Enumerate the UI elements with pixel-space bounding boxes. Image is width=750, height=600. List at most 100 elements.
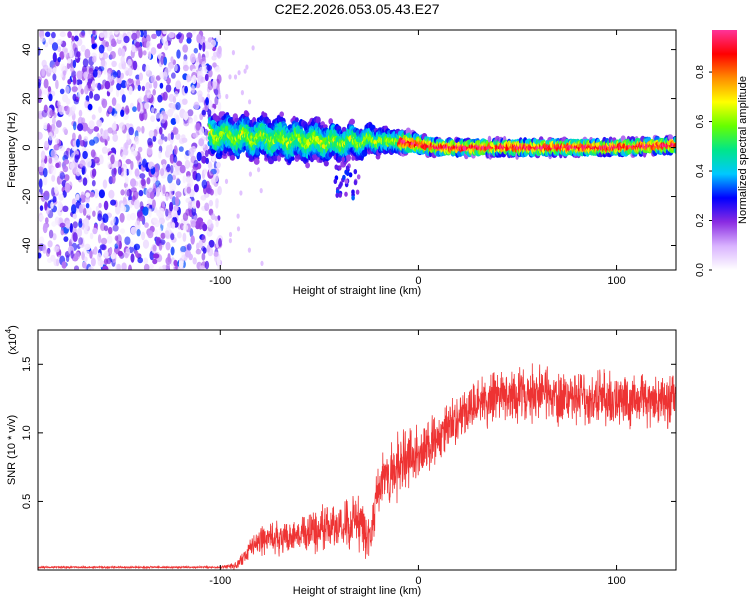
heatmap-cell (98, 66, 105, 72)
heatmap-cell (81, 122, 89, 132)
heatmap-cell (98, 202, 102, 209)
heatmap-cell (107, 127, 114, 134)
heatmap-cell (191, 200, 197, 209)
heatmap-cell (108, 189, 115, 199)
heatmap-cell (131, 44, 136, 53)
heatmap-cell (146, 92, 152, 99)
heatmap-cell (64, 85, 70, 94)
heatmap-cell (38, 87, 42, 97)
heatmap-cell (92, 69, 98, 78)
heatmap-cell (46, 123, 51, 133)
heatmap-cell (55, 258, 60, 267)
heatmap-cell (85, 250, 91, 256)
heatmap-cell (351, 155, 355, 161)
heatmap-cell (84, 85, 89, 95)
heatmap-cell (208, 199, 214, 207)
heatmap-cell (87, 103, 93, 111)
colorbar-gradient (712, 30, 737, 270)
heatmap-cell (132, 190, 139, 200)
heatmap-cell (82, 261, 87, 269)
heatmap-cell (201, 155, 207, 164)
heatmap-cell (102, 52, 109, 60)
heatmap-cell (165, 84, 172, 93)
heatmap-cell (231, 50, 235, 56)
heatmap-cell (214, 66, 221, 73)
heatmap-cell (134, 168, 140, 177)
heatmap-cell (82, 65, 87, 74)
heatmap-cell (176, 33, 181, 40)
heatmap-cell (50, 201, 54, 209)
heatmap-cell (121, 94, 126, 103)
heatmap-cell (120, 72, 124, 79)
heatmap-cell (214, 215, 218, 221)
heatmap-cell (123, 147, 129, 156)
heatmap-cell (247, 247, 251, 253)
heatmap-cell (98, 189, 105, 199)
heatmap-cell (76, 70, 83, 80)
heatmap-cell (228, 238, 232, 244)
heatmap-cell (187, 109, 194, 117)
heatmap-cell (63, 174, 70, 182)
heatmap-cell (120, 228, 125, 235)
heatmap-cell (305, 162, 310, 169)
y-tick-label: 0 (21, 144, 33, 150)
heatmap-cell (240, 90, 244, 96)
heatmap-cell (143, 30, 147, 39)
heatmap-cell (338, 192, 343, 198)
heatmap-cell (80, 88, 84, 95)
heatmap-cell (56, 39, 63, 45)
heatmap-cell (76, 138, 80, 148)
heatmap-cell (195, 57, 200, 63)
figure-title: C2E2.2026.053.05.43.E27 (274, 1, 439, 17)
colorbar-tick-label: 0.6 (695, 114, 706, 128)
heatmap-cell (199, 265, 205, 270)
heatmap-cell (81, 203, 86, 210)
heatmap-cell (148, 130, 155, 138)
heatmap-cell (160, 133, 165, 141)
heatmap-cell (88, 67, 94, 74)
heatmap-cell (152, 253, 160, 259)
heatmap-cell (38, 47, 41, 56)
heatmap-cell (205, 50, 209, 59)
heatmap-cell (262, 112, 268, 118)
heatmap-cell (342, 174, 346, 180)
heatmap-cell (148, 161, 155, 169)
heatmap-cell (257, 167, 261, 173)
heatmap-cell (192, 132, 199, 138)
heatmap-cell (164, 230, 170, 239)
heatmap-cell (218, 93, 222, 100)
heatmap-cell (48, 229, 54, 239)
heatmap-cell (334, 164, 339, 170)
heatmap-cell (85, 158, 92, 168)
heatmap-cell (56, 100, 61, 107)
heatmap-cell (135, 41, 141, 48)
heatmap-cell (116, 263, 121, 270)
heatmap-cell (112, 224, 119, 232)
heatmap-cell (169, 182, 175, 192)
heatmap-cell (181, 98, 188, 105)
heatmap-cell (91, 35, 95, 45)
heatmap-cell (43, 167, 48, 178)
heatmap-cell (130, 226, 137, 235)
heatmap-cell (62, 190, 67, 198)
heatmap-cell (62, 165, 69, 173)
heatmap-cell (93, 156, 100, 164)
heatmap-cell (81, 165, 87, 175)
heatmap-cell (276, 155, 282, 162)
heatmap-cell (128, 126, 134, 136)
heatmap-cell (60, 72, 64, 78)
heatmap-cell (84, 48, 91, 59)
heatmap-cell (47, 86, 52, 92)
heatmap-cell (89, 250, 93, 259)
heatmap-cell (106, 162, 112, 169)
heatmap-cell (128, 264, 132, 270)
heatmap-cell (55, 216, 60, 226)
heatmap-cell (152, 244, 157, 252)
spectrogram-frame (37, 29, 677, 271)
heatmap-cell (38, 252, 42, 259)
heatmap-cell (101, 146, 108, 154)
heatmap-cell (93, 188, 99, 199)
heatmap-cell (181, 137, 188, 143)
